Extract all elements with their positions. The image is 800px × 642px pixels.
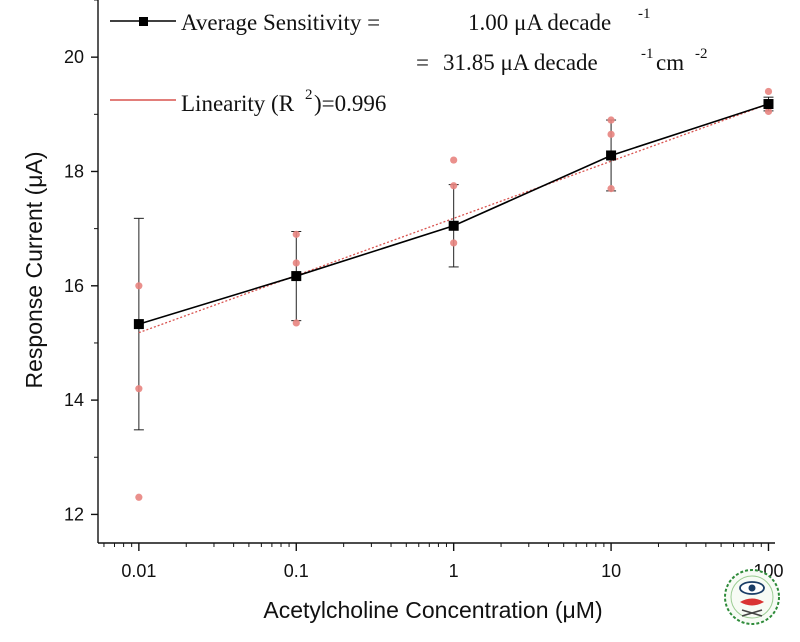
average-point-marker [606,150,617,161]
legend-linearity-label: Linearity (R [181,91,295,116]
replicate-point [764,87,773,96]
replicate-point [450,182,458,190]
replicate-point [292,319,300,327]
replicate-point [135,385,143,393]
legend-average-marker [139,17,148,26]
average-point-marker [291,271,302,282]
replicate-point [450,239,458,247]
legend-areal-sup-b: -2 [695,46,708,62]
x-tick-label: 1 [449,561,459,581]
replicate-point [135,282,143,290]
y-tick-label: 16 [64,276,84,296]
replicate-point [607,130,615,138]
legend-areal-value: 31.85 μA decade [443,50,598,75]
y-tick-label: 18 [64,161,84,181]
legend-linearity-sup: 2 [305,87,313,103]
error-bars [133,96,774,431]
replicate-point [292,230,300,238]
x-tick-label: 0.1 [284,561,309,581]
average-line-group [133,99,774,330]
replicate-point [607,185,615,193]
x-axis-title: Acetylcholine Concentration (μM) [263,597,602,623]
y-axis-title: Response Current (μA) [21,152,47,389]
y-tick-label: 20 [64,47,84,67]
average-point-marker [133,319,144,330]
replicate-point [292,259,300,267]
average-point-marker [448,220,459,231]
replicate-point [607,116,615,124]
legend-areal-sup-a: -1 [641,46,654,62]
legend: Average Sensitivity = 1.00 μA decade -1 … [110,6,708,116]
legend-sensitivity-sup: -1 [638,6,651,22]
replicate-point [450,156,458,164]
replicate-points [135,87,773,501]
y-tick-label: 12 [64,504,84,524]
x-tick-label: 0.01 [121,561,156,581]
eye-seal-icon [724,569,780,625]
legend-linearity-value: )=0.996 [314,91,386,116]
legend-equals: = [416,50,429,75]
y-tick-label: 14 [64,390,84,410]
axes [97,0,775,544]
legend-areal-unit: cm [656,50,684,75]
legend-sensitivity-value: 1.00 μA decade [468,10,611,35]
x-tick-label: 10 [601,561,621,581]
legend-average-label: Average Sensitivity = [181,10,380,35]
replicate-point [135,493,143,501]
average-point-marker [763,99,774,110]
replicate-point [764,107,773,116]
